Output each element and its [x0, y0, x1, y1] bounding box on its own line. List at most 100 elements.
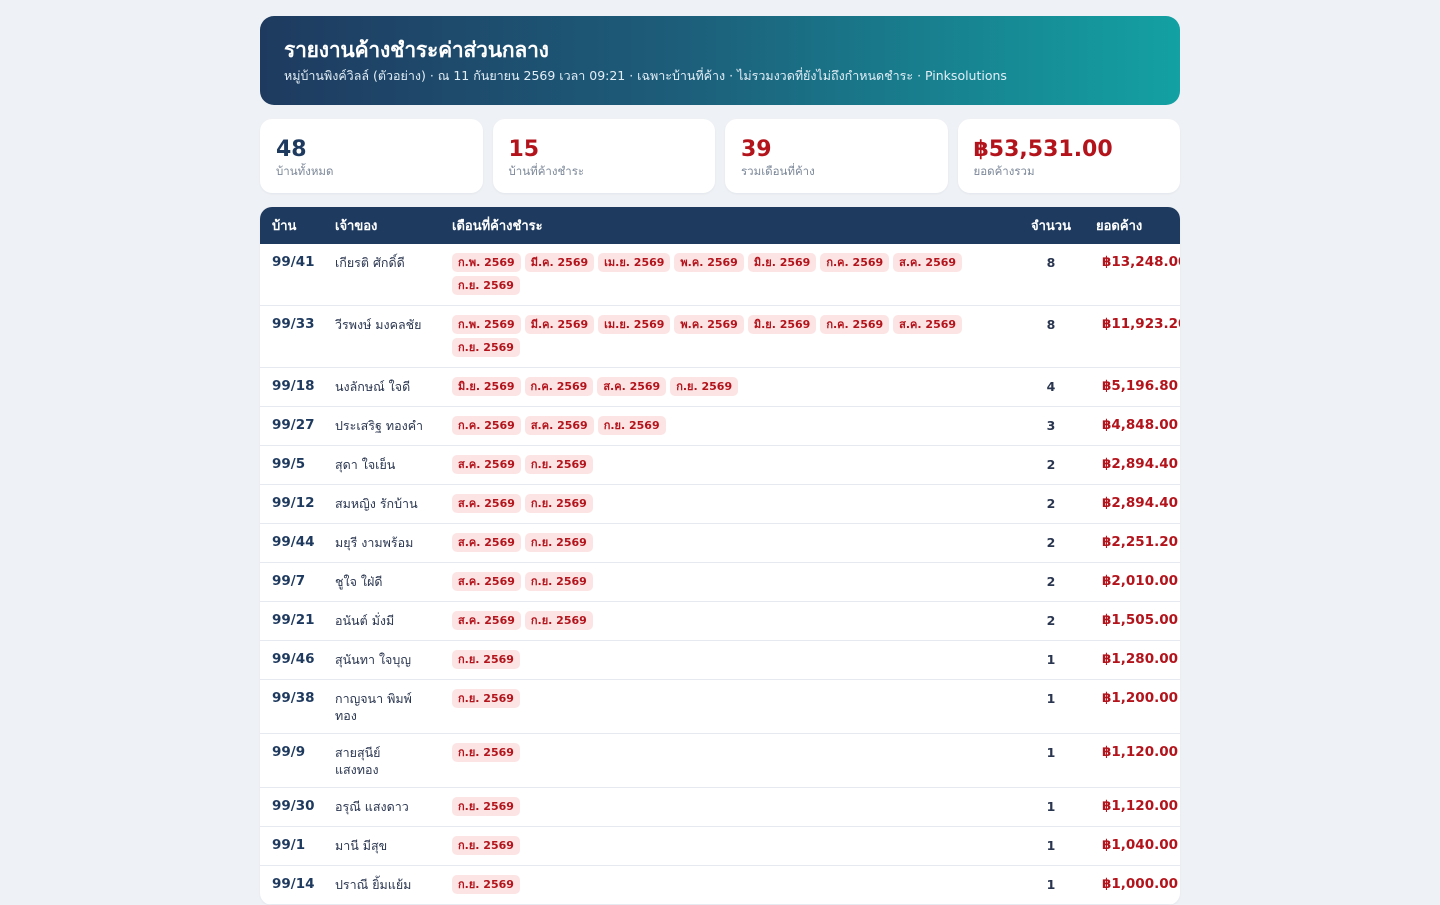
month-chip: ก.ย. 2569 — [452, 650, 520, 669]
house-number: 99/9 — [260, 733, 323, 788]
overdue-count: 1 — [1012, 865, 1090, 905]
overdue-amount: ฿1,120.00 — [1090, 787, 1180, 827]
month-chip: มิ.ย. 2569 — [452, 377, 521, 396]
owner-name: สมหญิง รักบ้าน — [323, 484, 440, 524]
column-header-owner: เจ้าของ — [335, 219, 378, 234]
overdue-count: 1 — [1012, 640, 1090, 680]
owner-name: สุนันทา ใจบุญ — [323, 640, 440, 680]
overdue-count: 8 — [1012, 244, 1090, 306]
stat-value: 15 — [508, 137, 540, 162]
house-number: 99/33 — [260, 305, 323, 368]
table-header-row: บ้าน เจ้าของ เดือนที่ค้างชำระ จำนวน ยอดค… — [260, 207, 1180, 244]
month-chip: ก.ย. 2569 — [524, 494, 593, 513]
overdue-count: 2 — [1012, 601, 1090, 641]
overdue-count: 1 — [1012, 679, 1090, 734]
month-chip: ส.ค. 2569 — [893, 315, 963, 334]
owner-name: อรุณี แสงดาว — [323, 787, 440, 827]
page-subtitle: หมู่บ้านพิงค์วิลล์ (ตัวอย่าง) · ณ 11 กัน… — [284, 68, 1007, 83]
overdue-amount: ฿2,010.00 — [1090, 562, 1180, 602]
house-number: 99/41 — [260, 244, 323, 306]
table-row: 99/33 วีรพงษ์ มงคลชัย ก.พ. 2569 มี.ค. 2569 เ… — [260, 305, 1180, 368]
month-chip: ส.ค. 2569 — [524, 416, 594, 435]
house-number: 99/18 — [260, 367, 323, 407]
house-number: 99/5 — [260, 445, 323, 485]
owner-name: ประเสริฐ ทองคำ — [323, 406, 440, 446]
column-header-amount: ยอดค้าง — [1096, 219, 1143, 234]
month-chip: มิ.ย. 2569 — [747, 253, 817, 272]
stat-overdue-months: 39 รวมเดือนที่ค้าง — [725, 119, 948, 193]
month-chip: ส.ค. 2569 — [893, 253, 963, 272]
owner-name: เกียรติ ศักดิ์ดี — [323, 244, 440, 306]
house-number: 99/14 — [260, 865, 323, 905]
month-chip: ส.ค. 2569 — [452, 572, 521, 591]
overdue-count: 4 — [1012, 367, 1090, 407]
overdue-months-cell: ก.ย. 2569 — [440, 865, 1012, 905]
column-header-house: บ้าน — [272, 219, 297, 234]
month-chip: ก.ย. 2569 — [452, 797, 520, 816]
column-header-months: เดือนที่ค้างชำระ — [452, 219, 543, 234]
month-chip: พ.ค. 2569 — [674, 253, 744, 272]
month-chip: ส.ค. 2569 — [452, 533, 521, 552]
month-chip: ก.ค. 2569 — [820, 315, 890, 334]
overdue-table-card: บ้าน เจ้าของ เดือนที่ค้างชำระ จำนวน ยอดค… — [260, 207, 1180, 905]
overdue-table: บ้าน เจ้าของ เดือนที่ค้างชำระ จำนวน ยอดค… — [260, 207, 1180, 905]
month-chip: ก.ย. 2569 — [452, 743, 520, 762]
table-row: 99/12 สมหญิง รักบ้าน ส.ค. 2569 ก.ย. 2569 2 ฿2… — [260, 484, 1180, 524]
month-chip: ก.ย. 2569 — [597, 416, 666, 435]
stat-value: ฿53,531.00 — [973, 137, 1113, 162]
report-container: รายงานค้างชำระค่าส่วนกลาง หมู่บ้านพิงค์ว… — [260, 16, 1180, 905]
overdue-amount: ฿1,120.00 — [1090, 733, 1180, 788]
stat-value: 48 — [276, 137, 307, 162]
overdue-months-cell: ก.ค. 2569 ส.ค. 2569 ก.ย. 2569 — [440, 406, 1012, 446]
owner-name: นงลักษณ์ ใจดี — [323, 367, 440, 407]
table-row: 99/18 นงลักษณ์ ใจดี มิ.ย. 2569 ก.ค. 2569 ส.ค… — [260, 367, 1180, 407]
overdue-amount: ฿2,251.20 — [1090, 523, 1180, 563]
overdue-months-cell: ก.ย. 2569 — [440, 679, 1012, 734]
month-chip: ส.ค. 2569 — [452, 455, 521, 474]
overdue-months-cell: ส.ค. 2569 ก.ย. 2569 — [440, 445, 1012, 485]
table-body: 99/41 เกียรติ ศักดิ์ดี ก.พ. 2569 มี.ค. 2569… — [260, 244, 1180, 905]
month-chip: ก.ย. 2569 — [670, 377, 739, 396]
summary-stats: 48 บ้านทั้งหมด 15 บ้านที่ค้างชำระ 39 รวม… — [260, 119, 1180, 193]
overdue-count: 2 — [1012, 484, 1090, 524]
report-header: รายงานค้างชำระค่าส่วนกลาง หมู่บ้านพิงค์ว… — [260, 16, 1180, 105]
overdue-months-cell: ส.ค. 2569 ก.ย. 2569 — [440, 562, 1012, 602]
month-chip: เม.ย. 2569 — [598, 253, 671, 272]
owner-name: ชูใจ ใฝ่ดี — [323, 562, 440, 602]
house-number: 99/12 — [260, 484, 323, 524]
page-title: รายงานค้างชำระค่าส่วนกลาง — [284, 38, 549, 62]
table-row: 99/5 สุดา ใจเย็น ส.ค. 2569 ก.ย. 2569 2 ฿2,894… — [260, 445, 1180, 485]
month-chip: ก.พ. 2569 — [452, 315, 521, 334]
overdue-count: 1 — [1012, 787, 1090, 827]
house-number: 99/44 — [260, 523, 323, 563]
month-chip: ก.ย. 2569 — [524, 611, 593, 630]
overdue-amount: ฿1,000.00 — [1090, 865, 1180, 905]
owner-name: มานี มีสุข — [323, 826, 440, 866]
overdue-count: 2 — [1012, 445, 1090, 485]
table-row: 99/27 ประเสริฐ ทองคำ ก.ค. 2569 ส.ค. 2569 ก.ย… — [260, 406, 1180, 446]
overdue-amount: ฿5,196.80 — [1090, 367, 1180, 407]
month-chip: ก.ค. 2569 — [524, 377, 594, 396]
table-row: 99/41 เกียรติ ศักดิ์ดี ก.พ. 2569 มี.ค. 2569… — [260, 244, 1180, 306]
overdue-amount: ฿11,923.20 — [1090, 305, 1180, 368]
stat-total-overdue: ฿53,531.00 ยอดค้างรวม — [957, 119, 1180, 193]
month-chip: ก.ย. 2569 — [524, 455, 593, 474]
owner-name: สุดา ใจเย็น — [323, 445, 440, 485]
house-number: 99/7 — [260, 562, 323, 602]
owner-name: มยุรี งามพร้อม — [323, 523, 440, 563]
month-chip: พ.ค. 2569 — [674, 315, 744, 334]
overdue-count: 3 — [1012, 406, 1090, 446]
stat-label: บ้านที่ค้างชำระ — [508, 164, 585, 178]
table-row: 99/14 ปราณี ยิ้มแย้ม ก.ย. 2569 1 ฿1,000.00 — [260, 865, 1180, 905]
month-chip: เม.ย. 2569 — [598, 315, 671, 334]
month-chip: ก.ค. 2569 — [452, 416, 521, 435]
overdue-months-cell: ก.ย. 2569 — [440, 640, 1012, 680]
table-row: 99/46 สุนันทา ใจบุญ ก.ย. 2569 1 ฿1,280.00 — [260, 640, 1180, 680]
house-number: 99/38 — [260, 679, 323, 734]
overdue-amount: ฿4,848.00 — [1090, 406, 1180, 446]
month-chip: ส.ค. 2569 — [597, 377, 667, 396]
month-chip: ก.ย. 2569 — [524, 572, 593, 591]
stat-label: รวมเดือนที่ค้าง — [741, 164, 815, 178]
overdue-amount: ฿2,894.40 — [1090, 484, 1180, 524]
overdue-amount: ฿1,280.00 — [1090, 640, 1180, 680]
